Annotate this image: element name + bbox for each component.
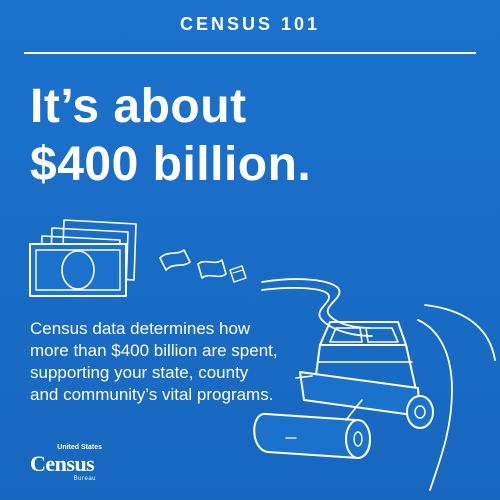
logo-census: Census bbox=[30, 451, 95, 476]
census-bureau-logo: United States Census Bureau bbox=[30, 444, 110, 488]
logo-united-states: United States bbox=[57, 444, 102, 451]
kicker-title: CENSUS 101 bbox=[179, 14, 321, 34]
headline-line-2: $400 billion. bbox=[30, 138, 312, 191]
header-divider bbox=[24, 52, 476, 54]
flying-bill-icon bbox=[159, 249, 247, 283]
logo-bureau: Bureau bbox=[73, 476, 96, 482]
money-stack-icon bbox=[29, 219, 137, 297]
steamroller-icon bbox=[253, 321, 434, 459]
headline: It’s about $400 billion. bbox=[30, 78, 470, 194]
body-text: Census data determines how more than $40… bbox=[30, 319, 278, 404]
road-path-icon bbox=[261, 278, 496, 491]
headline-line-1: It’s about bbox=[30, 80, 247, 133]
